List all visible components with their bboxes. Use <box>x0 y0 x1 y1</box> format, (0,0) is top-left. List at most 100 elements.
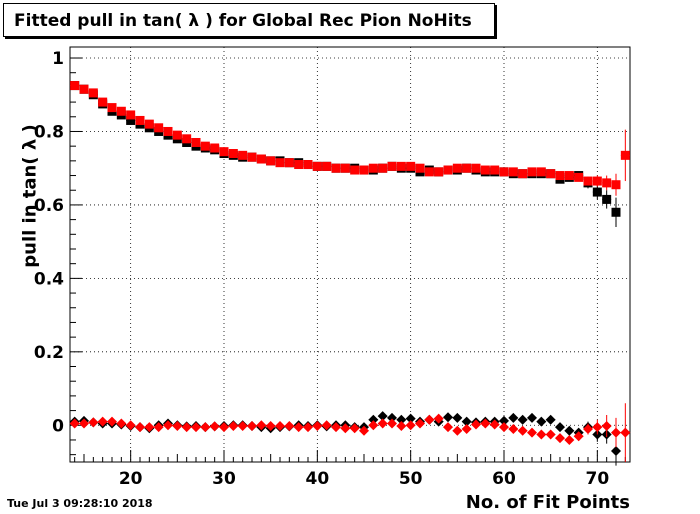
data-point-square <box>303 160 313 170</box>
data-point-square <box>256 154 266 164</box>
data-point-square <box>583 176 593 186</box>
data-point-square <box>527 167 537 177</box>
data-point-square <box>238 150 248 160</box>
y-tick-label: 0.2 <box>34 343 64 363</box>
data-point-diamond <box>405 413 416 424</box>
data-point-diamond <box>573 431 584 442</box>
data-point-square <box>602 178 612 188</box>
y-tick-label: 0.8 <box>34 122 64 142</box>
data-point-square <box>312 161 322 171</box>
data-point-diamond <box>471 419 481 430</box>
data-point-diamond <box>331 422 341 433</box>
data-point-square <box>452 163 462 173</box>
data-point-square <box>368 163 378 173</box>
data-point-diamond <box>219 422 229 433</box>
data-point-diamond <box>88 417 99 428</box>
data-points <box>69 81 631 466</box>
data-point-diamond <box>275 421 285 432</box>
data-point-diamond <box>368 414 379 425</box>
data-point-square <box>191 137 201 147</box>
data-point-diamond <box>499 422 509 433</box>
data-point-square <box>620 150 630 160</box>
data-point-square <box>322 161 332 171</box>
axes: 20 30 40 50 60 70 0 0.2 0.4 0.6 0.8 1 <box>34 46 631 489</box>
data-point-square <box>275 158 285 168</box>
data-point-square <box>331 163 341 173</box>
data-point-diamond <box>517 414 528 425</box>
data-point-diamond <box>387 412 397 423</box>
data-point-diamond <box>433 413 444 424</box>
data-point-square <box>200 141 210 151</box>
data-point-square <box>592 176 602 186</box>
data-point-square <box>135 115 145 125</box>
chart-title-box: Fitted pull in tan( λ ) for Global Rec P… <box>3 3 495 37</box>
data-point-diamond <box>247 421 257 432</box>
x-tick-label: 20 <box>119 469 143 489</box>
data-point-diamond <box>508 412 519 423</box>
data-point-diamond <box>256 420 267 431</box>
data-point-square <box>70 81 80 91</box>
data-point-square <box>508 167 518 177</box>
data-point-diamond <box>368 420 379 431</box>
data-point-diamond <box>79 418 89 429</box>
data-point-diamond <box>340 423 351 434</box>
data-point-square <box>471 163 481 173</box>
data-point-diamond <box>181 422 192 433</box>
data-point-diamond <box>191 422 201 433</box>
data-point-square <box>182 134 192 144</box>
data-point-square <box>126 115 136 125</box>
data-point-square <box>340 163 350 173</box>
data-point-diamond <box>116 418 127 429</box>
data-point-diamond <box>349 423 360 434</box>
timestamp-label: Tue Jul 3 09:28:10 2018 <box>7 497 153 510</box>
data-point-diamond <box>237 421 248 432</box>
x-axis-label: No. of Fit Points <box>465 492 630 513</box>
data-point-diamond <box>527 412 537 423</box>
data-point-square <box>359 165 369 175</box>
data-point-square <box>294 160 304 170</box>
data-point-diamond <box>611 445 621 456</box>
data-point-square <box>396 161 406 171</box>
data-point-square <box>210 143 220 153</box>
data-point-square <box>592 187 602 197</box>
data-point-square <box>266 156 276 166</box>
data-point-diamond <box>611 427 621 438</box>
data-point-diamond <box>396 414 407 425</box>
y-tick-label: 0 <box>52 416 64 436</box>
data-point-square <box>144 119 154 129</box>
data-point-diamond <box>415 418 425 429</box>
data-point-diamond <box>377 418 388 429</box>
data-point-diamond <box>601 421 612 432</box>
data-point-diamond <box>97 416 108 427</box>
data-point-diamond <box>461 423 472 434</box>
data-point-square <box>611 207 621 217</box>
data-point-square <box>79 84 89 94</box>
data-point-diamond <box>144 422 155 433</box>
data-point-square <box>284 158 294 168</box>
data-point-diamond <box>153 422 164 433</box>
data-point-diamond <box>555 422 565 433</box>
data-point-diamond <box>209 421 220 432</box>
data-point-square <box>116 106 126 116</box>
data-point-square <box>378 163 388 173</box>
data-point-square <box>434 167 444 177</box>
data-point-diamond <box>583 423 593 434</box>
data-point-diamond <box>107 416 117 427</box>
data-point-square <box>574 172 584 182</box>
data-point-square <box>490 165 500 175</box>
data-point-diamond <box>125 420 136 431</box>
y-tick-label: 1 <box>52 49 64 69</box>
data-point-square <box>406 161 416 171</box>
data-point-diamond <box>564 434 575 445</box>
data-point-diamond <box>69 418 80 429</box>
y-tick-label: 0.4 <box>34 269 64 289</box>
data-point-square <box>154 123 164 133</box>
data-point-diamond <box>564 425 575 436</box>
data-point-square <box>480 165 490 175</box>
data-point-diamond <box>396 421 407 432</box>
data-point-diamond <box>499 415 509 426</box>
data-point-square <box>247 152 257 162</box>
data-point-diamond <box>293 422 304 433</box>
data-point-diamond <box>265 421 276 432</box>
